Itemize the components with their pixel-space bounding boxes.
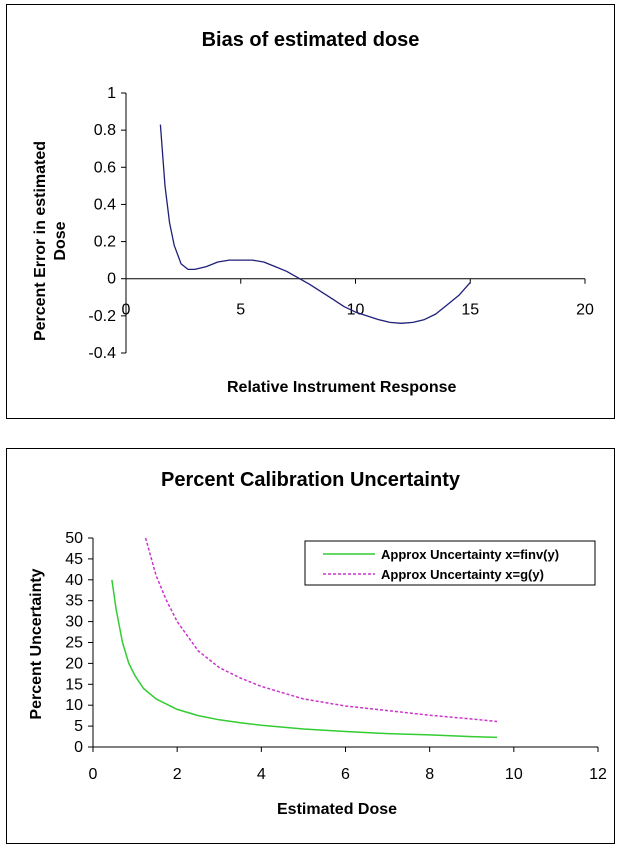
bias-series-line [159,124,471,324]
y-tick-label: 10 [65,697,83,714]
legend-label: Approx Uncertainty x=g(y) [381,567,544,582]
x-tick-label: 8 [425,766,434,783]
y-tick-label: 0.2 [94,234,116,251]
x-tick-label: 10 [347,302,365,319]
y-tick-label: 0.8 [94,122,116,139]
legend-box [304,540,596,586]
chart-title: Percent Calibration Uncertainty [161,469,460,491]
uncertainty-series-line-2 [144,537,498,723]
y-tick-label: 45 [65,551,83,568]
legend-label: Approx Uncertainty x=finv(y) [381,547,559,562]
y-tick-label: 30 [65,614,83,631]
y-tick-label: 0.4 [94,196,116,213]
x-tick-label: 0 [89,766,98,783]
x-tick-label: 0 [122,302,131,319]
x-tick-label: 2 [173,766,182,783]
y-tick-label: -0.2 [88,308,116,325]
y-tick-label: 50 [65,530,83,547]
y-tick-label: 20 [65,655,83,672]
y-tick-label: 15 [65,676,83,693]
uncertainty-chart: Percent Calibration Uncertainty Estimate… [6,448,615,844]
uncertainty-series-line-1 [111,579,498,739]
bias-chart: Bias of estimated dose Relative Instrume… [6,4,615,419]
chart-title: Bias of estimated dose [201,29,420,51]
x-axis-title: Relative Instrument Response [227,379,457,396]
x-tick-label: 4 [257,766,266,783]
x-tick-label: 6 [341,766,350,783]
x-tick-label: 10 [505,766,523,783]
x-tick-label: 5 [236,302,245,319]
y-tick-label: 1 [107,85,116,102]
x-tick-label: 20 [576,302,594,319]
y-tick-label: -0.4 [88,345,116,362]
y-tick-label: 0.6 [94,159,116,176]
y-tick-label: 5 [74,718,83,735]
y-tick-label: 0 [74,739,83,756]
x-tick-label: 15 [461,302,479,319]
y-tick-label: 0 [107,271,116,288]
x-tick-label: 12 [589,766,607,783]
x-axis-title: Estimated Dose [277,801,398,818]
y-tick-label: 35 [65,593,83,610]
y-tick-label: 25 [65,635,83,652]
bias-plot: 1 0.8 0.6 0.4 0.2 0 -0.2 -0.4 0 5 10 15 20 [88,85,594,362]
y-tick-label: 40 [65,572,83,589]
